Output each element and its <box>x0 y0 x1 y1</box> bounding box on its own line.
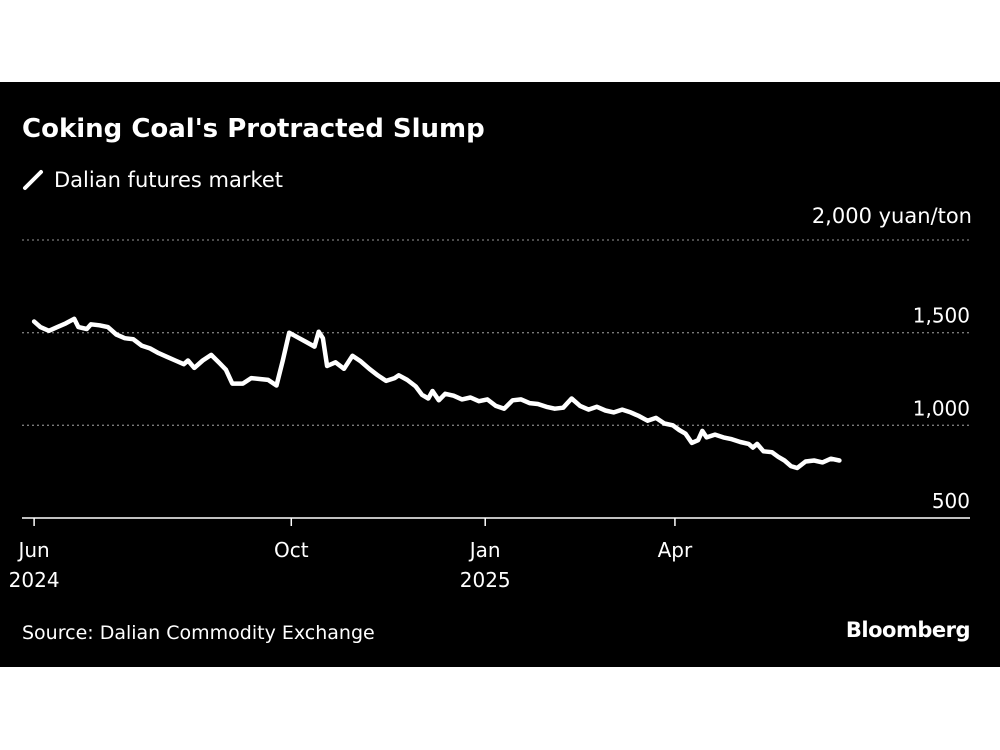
x-tick-label-month: Apr <box>658 538 693 562</box>
line-chart: 1,500 1,000 500 Jun 2024 Oct Jan 2025 Apr <box>9 239 970 592</box>
x-tick-label-year: 2025 <box>460 568 511 592</box>
x-tick-label-month: Oct <box>274 538 309 562</box>
x-tick-label-month: Jan <box>468 538 501 562</box>
bloomberg-logo: Bloomberg <box>845 618 971 642</box>
chart-panel: Coking Coal's Protracted Slump Dalian fu… <box>0 82 1000 667</box>
x-tick-label-month: Jun <box>16 538 49 562</box>
legend-line-icon <box>23 170 43 190</box>
y-tick-label: 1,500 <box>913 304 970 328</box>
source-note: Source: Dalian Commodity Exchange <box>22 622 375 644</box>
chart-title: Coking Coal's Protracted Slump <box>22 114 485 144</box>
legend: Dalian futures market <box>22 168 283 192</box>
y-tick-label: 1,000 <box>913 396 970 420</box>
series-line-dalian-futures <box>31 316 842 471</box>
legend-label: Dalian futures market <box>54 168 284 192</box>
x-tick-label-year: 2024 <box>9 568 60 592</box>
y-axis-unit-label: 2,000 yuan/ton <box>811 204 972 228</box>
y-tick-label: 500 <box>932 489 970 513</box>
